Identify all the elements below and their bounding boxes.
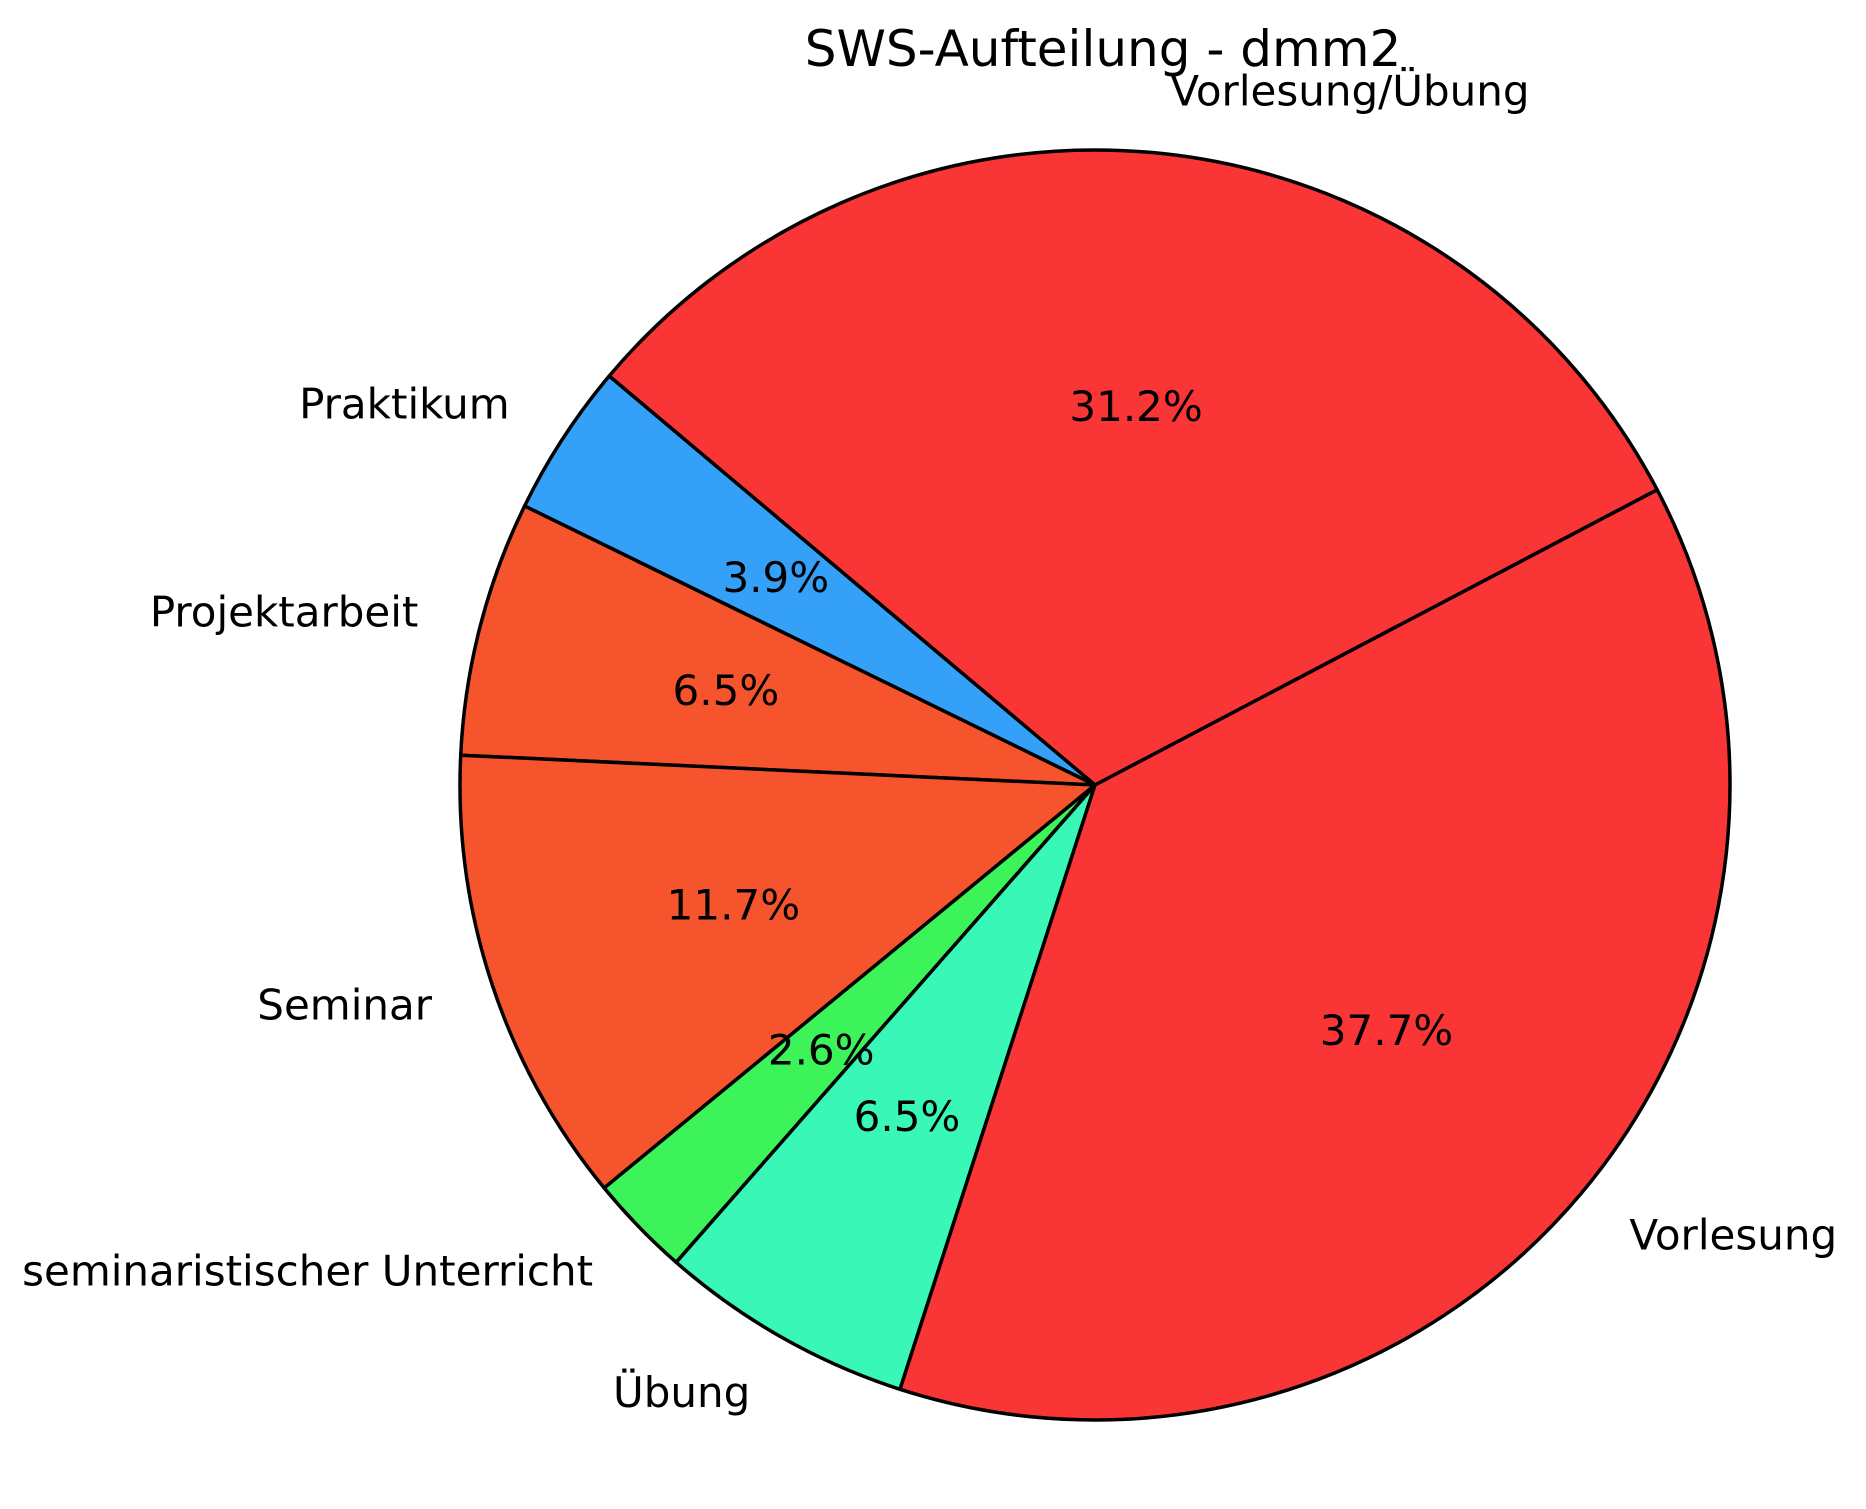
pie-labels-group: Vorlesung/Übung 31.2% Praktikum 3.9% Projekt…: [22, 65, 1837, 1417]
wedge-seminar: [458, 753, 1097, 1190]
slice-pct-seminaristischer-unterricht: 2.6%: [768, 1026, 875, 1075]
slice-label-seminar: Seminar: [257, 981, 432, 1030]
slice-label-projektarbeit: Projektarbeit: [150, 587, 419, 636]
slice-label-uebung: Übung: [613, 1367, 750, 1417]
slice-pct-vorlesung: 37.7%: [1320, 1006, 1453, 1055]
slice-pct-seminar: 11.7%: [667, 881, 800, 930]
slice-pct-uebung: 6.5%: [854, 1092, 961, 1141]
slice-label-vorlesung: Vorlesung: [1629, 1211, 1837, 1260]
wedge-projektarbeit: [458, 504, 1097, 787]
slice-label-seminaristischer-unterricht: seminaristischer Unterricht: [22, 1247, 593, 1296]
pie-wedges-group: [458, 148, 1732, 1422]
slice-pct-praktikum: 3.9%: [722, 553, 829, 602]
wedge-uebung: [674, 783, 1097, 1392]
slice-pct-vorlesung-uebung: 31.2%: [1069, 382, 1202, 431]
chart-title: SWS-Aufteilung - dmm2: [805, 20, 1402, 78]
wedge-vorlesung: [898, 488, 1732, 1422]
slice-label-praktikum: Praktikum: [299, 380, 510, 429]
slice-pct-projektarbeit: 6.5%: [673, 666, 780, 715]
slice-label-vorlesung-uebung: Vorlesung/Übung: [1170, 65, 1529, 115]
